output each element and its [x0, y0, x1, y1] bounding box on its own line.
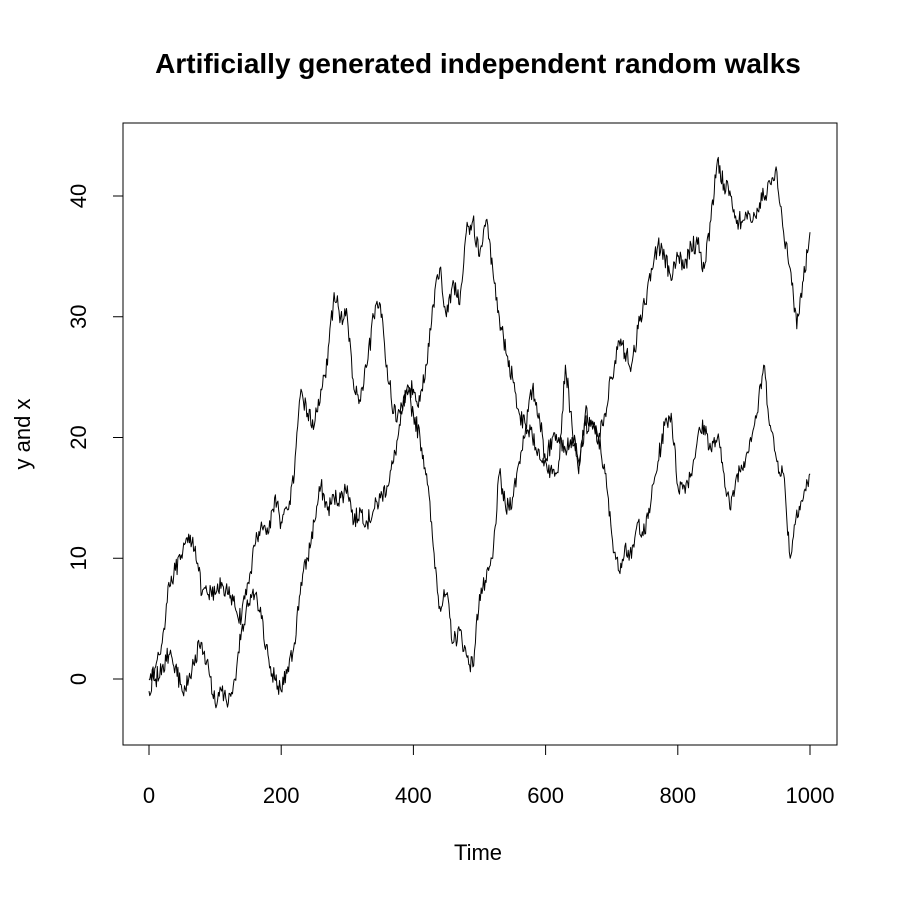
series-line-1 — [148, 156, 811, 697]
x-tick-label: 1000 — [786, 783, 835, 808]
y-axis: 0 10 20 30 40 — [66, 184, 124, 685]
series-line-2 — [148, 364, 811, 709]
y-tick-label: 20 — [66, 425, 91, 449]
y-tick-label: 40 — [66, 184, 91, 208]
x-tick-label: 600 — [527, 783, 564, 808]
series-group — [148, 156, 811, 709]
y-tick-label: 30 — [66, 305, 91, 329]
plot-frame — [122, 122, 838, 746]
x-tick-label: 400 — [395, 783, 432, 808]
y-tick-label: 0 — [66, 673, 91, 685]
x-tick-label: 200 — [263, 783, 300, 808]
x-axis-label: Time — [454, 840, 502, 865]
x-tick-label: 800 — [659, 783, 696, 808]
y-axis-label: y and x — [10, 399, 35, 470]
y-tick-label: 10 — [66, 546, 91, 570]
chart-title: Artificially generated independent rando… — [155, 48, 801, 79]
x-tick-label: 0 — [143, 783, 155, 808]
x-axis: 0 200 400 600 800 1000 — [143, 744, 835, 808]
